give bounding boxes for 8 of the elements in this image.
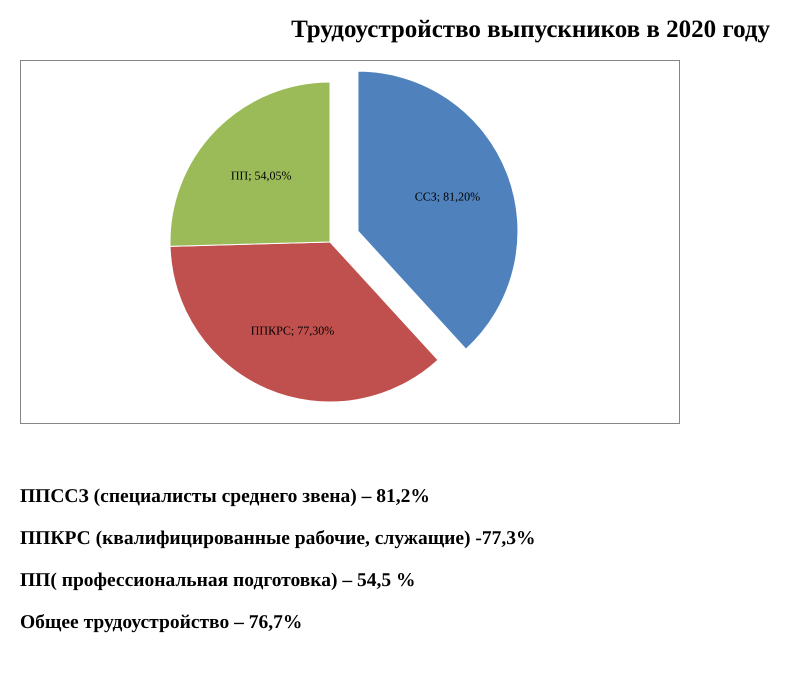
chart-title: Трудоустройство выпускников в 2020 году [291, 16, 770, 43]
slice-label: ПП; 54,05% [230, 168, 292, 182]
text: Общее трудоустройство – 76,7% [20, 612, 302, 633]
text: ППССЗ (специалисты среднего звена) – 81,2% [20, 486, 430, 507]
slice-label: ССЗ; 81,20% [414, 190, 480, 204]
text: ПП( профессиональная подготовка) – 54,5 % [20, 570, 416, 591]
text: ППКРС (квалифицированные рабочие, служащие) -77,3% [20, 528, 536, 549]
slice-label: ППКРС; 77,30% [250, 324, 334, 338]
